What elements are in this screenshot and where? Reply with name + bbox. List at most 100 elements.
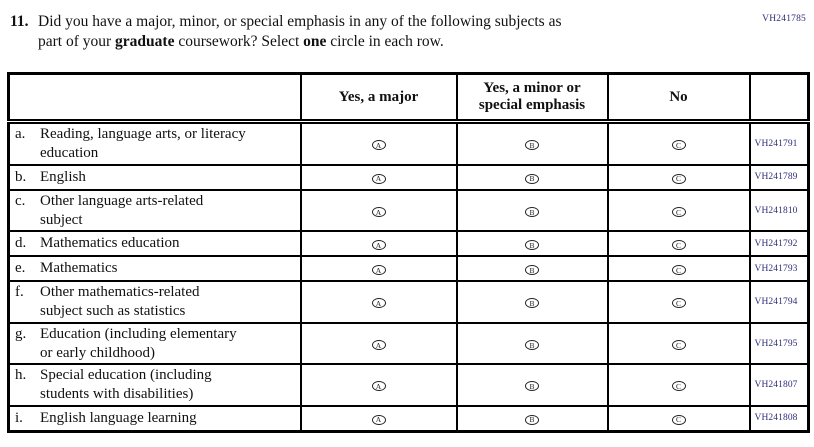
answer-bubble-minor[interactable]: B	[525, 381, 539, 392]
answer-bubble-minor[interactable]: B	[525, 265, 539, 276]
subject-row: a. Reading, language arts, or literacy ed…	[7, 120, 810, 166]
answer-bubble-major[interactable]: A	[371, 206, 386, 217]
answer-bubble-minor[interactable]: B	[525, 173, 539, 184]
answer-cell-no: C	[606, 163, 751, 191]
answer-bubble-major[interactable]: A	[371, 414, 386, 425]
header-row: Yes, a major Yes, a minor or special emp…	[7, 72, 810, 125]
answer-bubble-no[interactable]: C	[671, 173, 686, 184]
answer-bubble-no[interactable]: C	[671, 206, 686, 217]
answer-bubble-major[interactable]: A	[371, 381, 386, 392]
subject-cell: b. English	[7, 163, 302, 191]
question-text: Did you have a major, minor, or special …	[38, 13, 562, 51]
row-code: VH241795	[748, 321, 810, 366]
subject-cell: f. Other mathematics-related subject such…	[7, 280, 302, 324]
answer-bubble-minor[interactable]: B	[525, 339, 539, 350]
row-code: VH241807	[748, 363, 810, 407]
answer-cell-minor: B	[455, 188, 609, 233]
row-label: Reading, language arts, or literacy educ…	[40, 126, 246, 162]
column-header-minor: Yes, a minor or special emphasis	[455, 72, 609, 125]
answer-cell-no: C	[606, 280, 751, 324]
answer-cell-no: C	[606, 363, 751, 407]
subject-cell: g. Education (including elementary or ear…	[7, 321, 302, 366]
row-letter: f.	[15, 284, 24, 301]
answer-cell-minor: B	[455, 321, 609, 366]
row-label: Special education (including students wi…	[40, 367, 212, 403]
subject-cell: i. English language learning	[7, 404, 302, 433]
answer-cell-minor: B	[455, 404, 609, 433]
answer-cell-minor: B	[455, 280, 609, 324]
subject-cell: h. Special education (including students …	[7, 363, 302, 407]
question-11: 11. Did you have a major, minor, or spec…	[10, 12, 814, 52]
answer-cell-minor: B	[455, 230, 609, 258]
answer-bubble-no[interactable]: C	[671, 381, 686, 392]
subject-cell: a. Reading, language arts, or literacy ed…	[7, 120, 302, 166]
answer-bubble-major[interactable]: A	[371, 173, 386, 184]
answer-cell-major: A	[299, 321, 458, 366]
questionnaire-page: VH241785 11. Did you have a major, minor…	[0, 12, 814, 433]
answer-bubble-no[interactable]: C	[671, 265, 686, 276]
answer-bubble-minor[interactable]: B	[525, 414, 539, 425]
answer-bubble-no[interactable]: C	[671, 298, 686, 309]
answer-bubble-minor[interactable]: B	[525, 140, 539, 151]
answer-cell-no: C	[606, 321, 751, 366]
column-header-code	[748, 72, 810, 125]
row-label: Other mathematics-related subject such a…	[40, 284, 200, 320]
answer-cell-no: C	[606, 188, 751, 233]
row-letter: i.	[15, 409, 23, 426]
row-code: VH241810	[748, 188, 810, 233]
answer-cell-minor: B	[455, 120, 609, 166]
row-code: VH241794	[748, 280, 810, 324]
answer-cell-no: C	[606, 120, 751, 166]
answer-cell-minor: B	[455, 255, 609, 283]
question-number: 11.	[10, 13, 29, 30]
subject-row: b. English A B C VH241789	[7, 163, 810, 191]
answer-bubble-minor[interactable]: B	[525, 206, 539, 217]
row-letter: b.	[15, 168, 27, 185]
subject-row: i. English language learning A B C VH2418…	[7, 404, 810, 433]
form-code: VH241785	[762, 14, 806, 24]
answer-bubble-no[interactable]: C	[671, 140, 686, 151]
row-letter: d.	[15, 235, 27, 252]
column-header-no: No	[606, 72, 751, 125]
answer-cell-no: C	[606, 404, 751, 433]
row-code: VH241789	[748, 163, 810, 191]
row-label: English	[40, 168, 86, 185]
answer-cell-no: C	[606, 255, 751, 283]
subject-cell: c. Other language arts-related subject	[7, 188, 302, 233]
subjects-table-body: a. Reading, language arts, or literacy ed…	[7, 120, 810, 433]
subject-row: e. Mathematics A B C VH241793	[7, 255, 810, 283]
answer-cell-major: A	[299, 280, 458, 324]
row-letter: a.	[15, 126, 26, 143]
answer-bubble-major[interactable]: A	[371, 140, 386, 151]
answer-bubble-no[interactable]: C	[671, 414, 686, 425]
subject-row: h. Special education (including students …	[7, 363, 810, 407]
row-code: VH241792	[748, 230, 810, 258]
subject-row: c. Other language arts-related subject A …	[7, 188, 810, 233]
answer-bubble-major[interactable]: A	[371, 339, 386, 350]
answer-cell-no: C	[606, 230, 751, 258]
subject-row: d. Mathematics education A B C VH241792	[7, 230, 810, 258]
answer-bubble-no[interactable]: C	[671, 240, 686, 251]
row-letter: e.	[15, 260, 26, 277]
row-code: VH241808	[748, 404, 810, 433]
row-letter: g.	[15, 325, 27, 342]
answer-cell-minor: B	[455, 163, 609, 191]
answer-bubble-major[interactable]: A	[371, 240, 386, 251]
answer-cell-major: A	[299, 404, 458, 433]
answer-cell-major: A	[299, 120, 458, 166]
answer-bubble-minor[interactable]: B	[525, 298, 539, 309]
subjects-table: Yes, a major Yes, a minor or special emp…	[7, 72, 810, 433]
answer-bubble-minor[interactable]: B	[525, 240, 539, 251]
row-label: Education (including elementary or early…	[40, 325, 237, 361]
row-label: Mathematics education	[40, 235, 180, 252]
subject-row: f. Other mathematics-related subject such…	[7, 280, 810, 324]
column-header-subject	[7, 72, 302, 125]
row-letter: c.	[15, 192, 26, 209]
answer-cell-major: A	[299, 163, 458, 191]
answer-bubble-major[interactable]: A	[371, 298, 386, 309]
answer-bubble-major[interactable]: A	[371, 265, 386, 276]
row-label: English language learning	[40, 409, 197, 426]
answer-cell-minor: B	[455, 363, 609, 407]
answer-bubble-no[interactable]: C	[671, 339, 686, 350]
column-header-major: Yes, a major	[299, 72, 458, 125]
